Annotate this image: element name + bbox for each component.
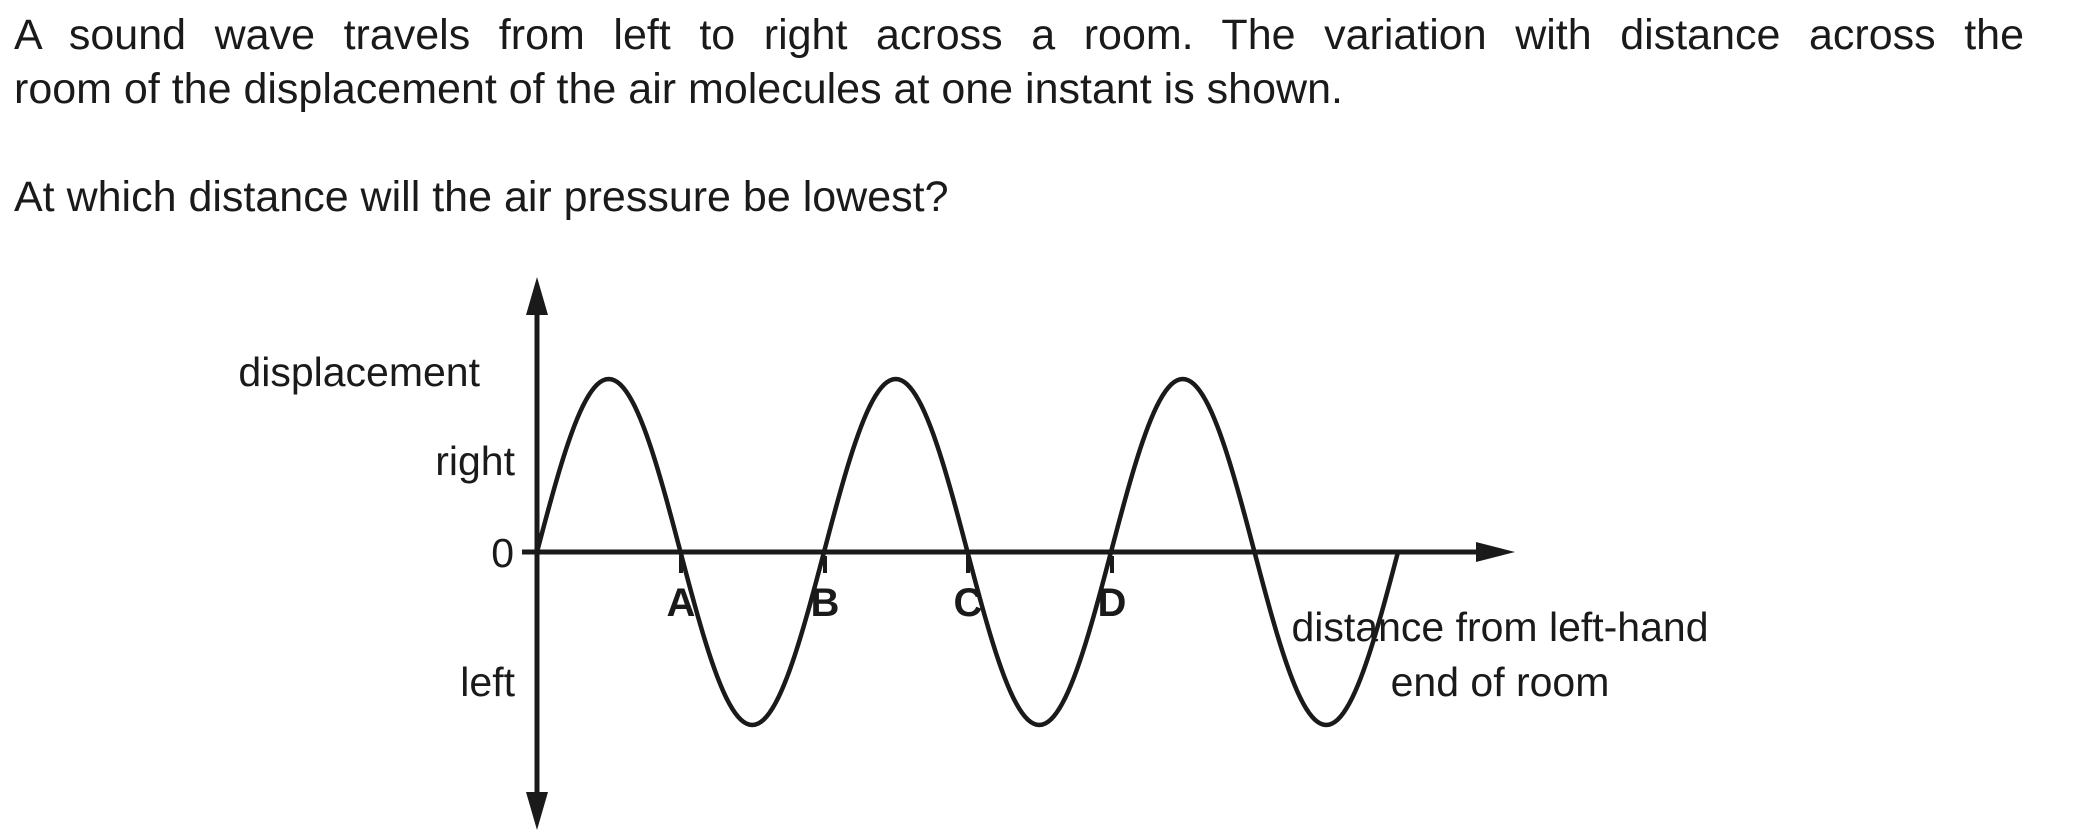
point-label-c: C [954, 581, 983, 625]
point-label-a: A [667, 581, 696, 625]
point-label-b: B [811, 581, 840, 625]
y-positive-label: right [435, 438, 515, 484]
question-line-1: A sound wave travels from left to right … [14, 11, 2024, 59]
y-axis-label: displacement [238, 349, 480, 395]
y-axis-down-arrowhead [526, 792, 548, 830]
y-zero-label: 0 [491, 530, 514, 576]
question-prompt: At which distance will the air pressure … [14, 173, 949, 221]
question-text: A sound wave travels from left to right … [14, 8, 2024, 116]
y-axis-up-arrowhead [526, 277, 548, 315]
displacement-wave-curve [534, 376, 1401, 728]
point-label-d: D [1098, 581, 1127, 625]
y-negative-label: left [460, 659, 515, 705]
x-axis-label-line-2: end of room [1391, 659, 1610, 705]
x-axis-arrowhead [1476, 542, 1515, 562]
x-axis-label-line-1: distance from left-hand [1291, 604, 1708, 650]
question-line-2: room of the displacement of the air mole… [14, 65, 1343, 113]
